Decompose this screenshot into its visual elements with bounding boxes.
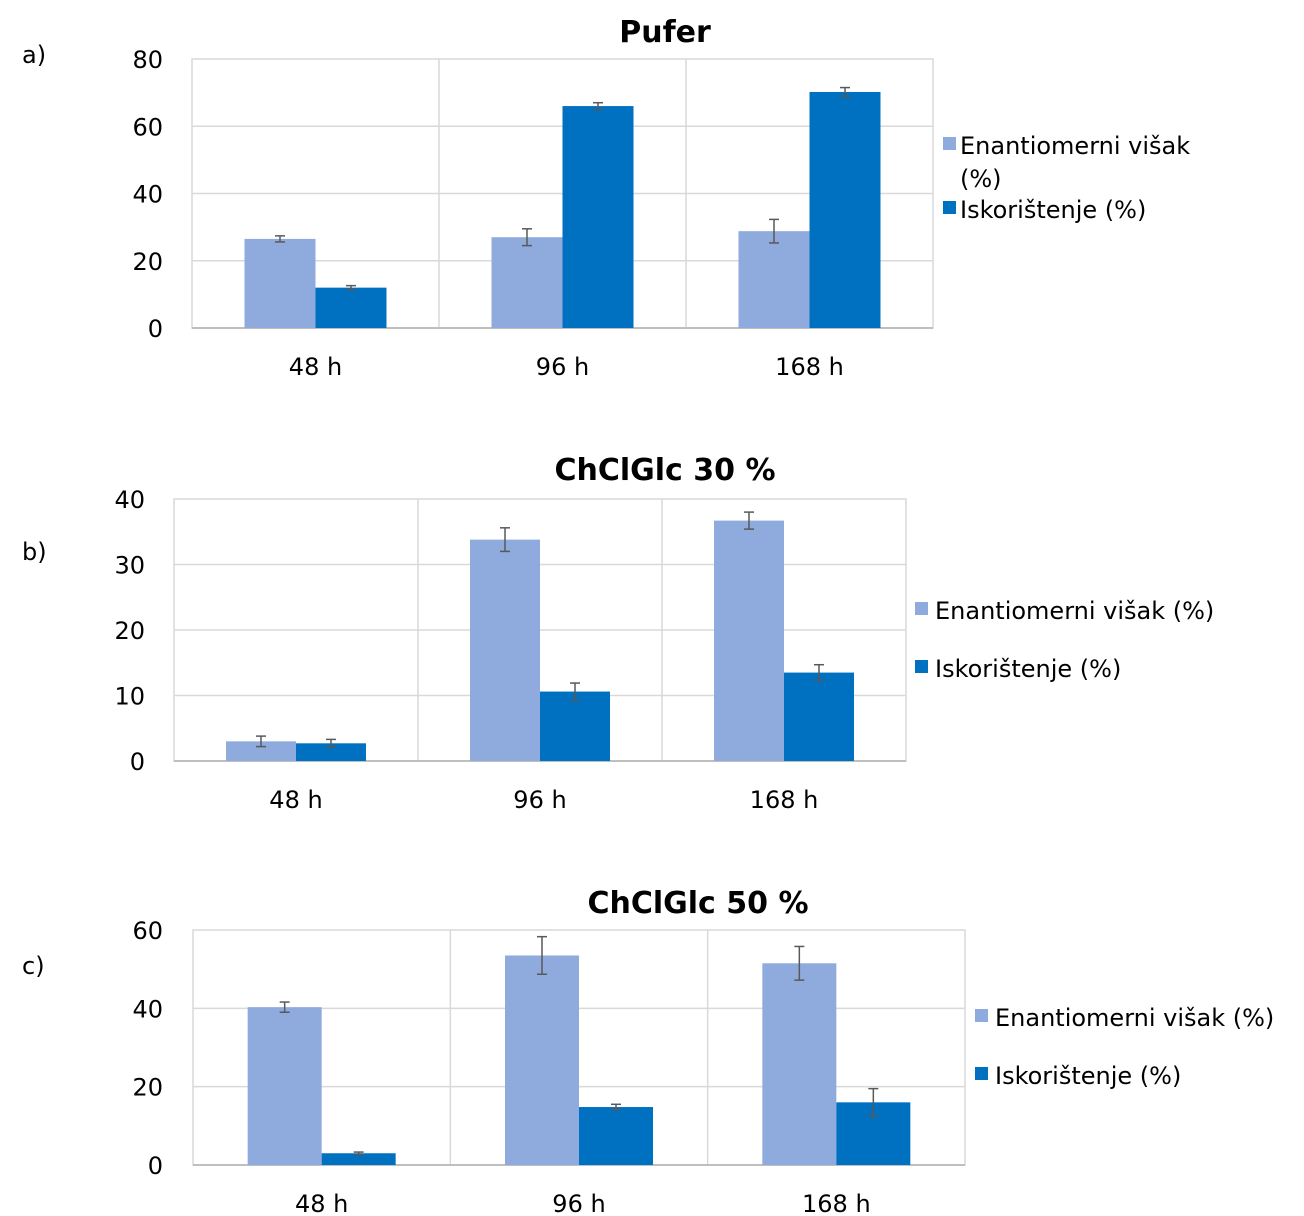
legend-swatch — [915, 660, 928, 673]
bar — [714, 520, 784, 761]
legend-label: Iskorištenje (%) — [935, 655, 1121, 683]
error-bar — [326, 738, 336, 748]
bar — [296, 743, 366, 761]
bar — [762, 963, 837, 1165]
legend: Enantiomerni višak (%) Iskorištenje (%) — [975, 1004, 1274, 1090]
y-tick-label: 20 — [132, 248, 163, 276]
bar — [540, 691, 610, 761]
y-tick-label: 80 — [132, 46, 163, 74]
legend-swatch — [943, 137, 956, 150]
chart-panel: b) ChClGlc 30 % 0 10 20 30 40 48 h 96 h 168 h Enan… — [22, 453, 1214, 814]
bar — [226, 741, 296, 761]
bar — [491, 237, 563, 328]
y-tick-label: 60 — [132, 917, 163, 945]
y-tick-label: 10 — [114, 683, 145, 711]
chart-panel: a) Pufer 0 20 40 60 80 48 h 96 h 168 h Enantiomern… — [22, 15, 1190, 381]
panel-label: b) — [22, 538, 47, 566]
bar — [738, 231, 810, 328]
legend-label: Iskorištenje (%) — [960, 196, 1146, 224]
error-bar — [522, 228, 532, 247]
legend-swatch — [975, 1009, 988, 1022]
y-tick-label: 0 — [148, 1152, 163, 1180]
legend: Enantiomerni višak (%) Iskorištenje (%) — [943, 132, 1190, 224]
error-bar — [346, 284, 356, 291]
error-bar — [256, 735, 266, 748]
error-bar — [769, 218, 779, 244]
error-bar — [279, 1001, 290, 1013]
legend-item: Enantiomerni višak (%) — [915, 597, 1214, 625]
bar — [247, 1007, 322, 1165]
legend: Enantiomerni višak (%) Iskorištenje (%) — [915, 597, 1214, 683]
y-tick-label: 40 — [114, 486, 145, 514]
y-tick-label: 60 — [132, 113, 163, 141]
x-tick-label: 96 h — [536, 353, 589, 381]
error-bar — [868, 1087, 879, 1117]
x-tick-label: 48 h — [269, 786, 322, 814]
error-bar — [840, 86, 850, 98]
error-bar — [275, 235, 285, 243]
error-bar — [570, 682, 580, 701]
legend-item: Enantiomerni višak (%) — [975, 1004, 1274, 1032]
x-tick-label: 48 h — [295, 1190, 348, 1216]
chart-panel: c) ChClGlc 50 % 0 20 40 60 48 h 96 h 168 h Enanti… — [22, 886, 1274, 1216]
error-bar — [353, 1151, 364, 1156]
bar — [315, 287, 387, 328]
bar — [784, 672, 854, 761]
bar — [244, 238, 316, 328]
legend-label: Iskorištenje (%) — [995, 1062, 1181, 1090]
bar — [579, 1107, 653, 1165]
chart-title: ChClGlc 50 % — [587, 886, 808, 921]
legend-swatch — [943, 201, 956, 214]
legend-item: Iskorištenje (%) — [915, 655, 1121, 683]
y-tick-label: 40 — [132, 995, 163, 1023]
error-bar — [500, 527, 510, 553]
legend-label: Enantiomerni višak — [960, 132, 1190, 160]
chart-title: ChClGlc 30 % — [554, 453, 775, 488]
x-tick-label: 168 h — [802, 1190, 871, 1216]
x-tick-label: 168 h — [750, 786, 819, 814]
x-tick-label: 96 h — [552, 1190, 605, 1216]
y-tick-label: 40 — [132, 181, 163, 209]
panel-label: a) — [22, 41, 46, 69]
x-tick-label: 168 h — [775, 353, 844, 381]
legend-item: Enantiomerni višak (%) — [943, 132, 1190, 193]
legend-label: (%) — [960, 165, 1002, 193]
chart-title: Pufer — [619, 15, 711, 50]
bar — [562, 106, 634, 328]
bar — [809, 91, 881, 328]
x-tick-label: 96 h — [513, 786, 566, 814]
error-bar — [593, 101, 603, 111]
y-tick-label: 0 — [130, 748, 145, 776]
x-tick-label: 48 h — [289, 353, 342, 381]
bar — [321, 1153, 396, 1165]
legend-swatch — [975, 1067, 988, 1080]
y-tick-label: 30 — [114, 552, 145, 580]
error-bar — [611, 1103, 621, 1111]
y-tick-label: 0 — [148, 315, 163, 343]
legend-swatch — [915, 602, 928, 615]
bar — [470, 539, 540, 761]
error-bar — [794, 945, 805, 981]
legend-item: Iskorištenje (%) — [975, 1062, 1181, 1090]
y-tick-label: 20 — [132, 1074, 163, 1102]
legend-label: Enantiomerni višak (%) — [995, 1004, 1274, 1032]
error-bar — [744, 511, 754, 530]
panel-label: c) — [22, 952, 45, 980]
legend-item: Iskorištenje (%) — [943, 196, 1146, 224]
bar — [505, 955, 579, 1165]
error-bar — [537, 935, 547, 976]
y-tick-label: 20 — [114, 617, 145, 645]
legend-label: Enantiomerni višak (%) — [935, 597, 1214, 625]
error-bar — [814, 663, 824, 682]
